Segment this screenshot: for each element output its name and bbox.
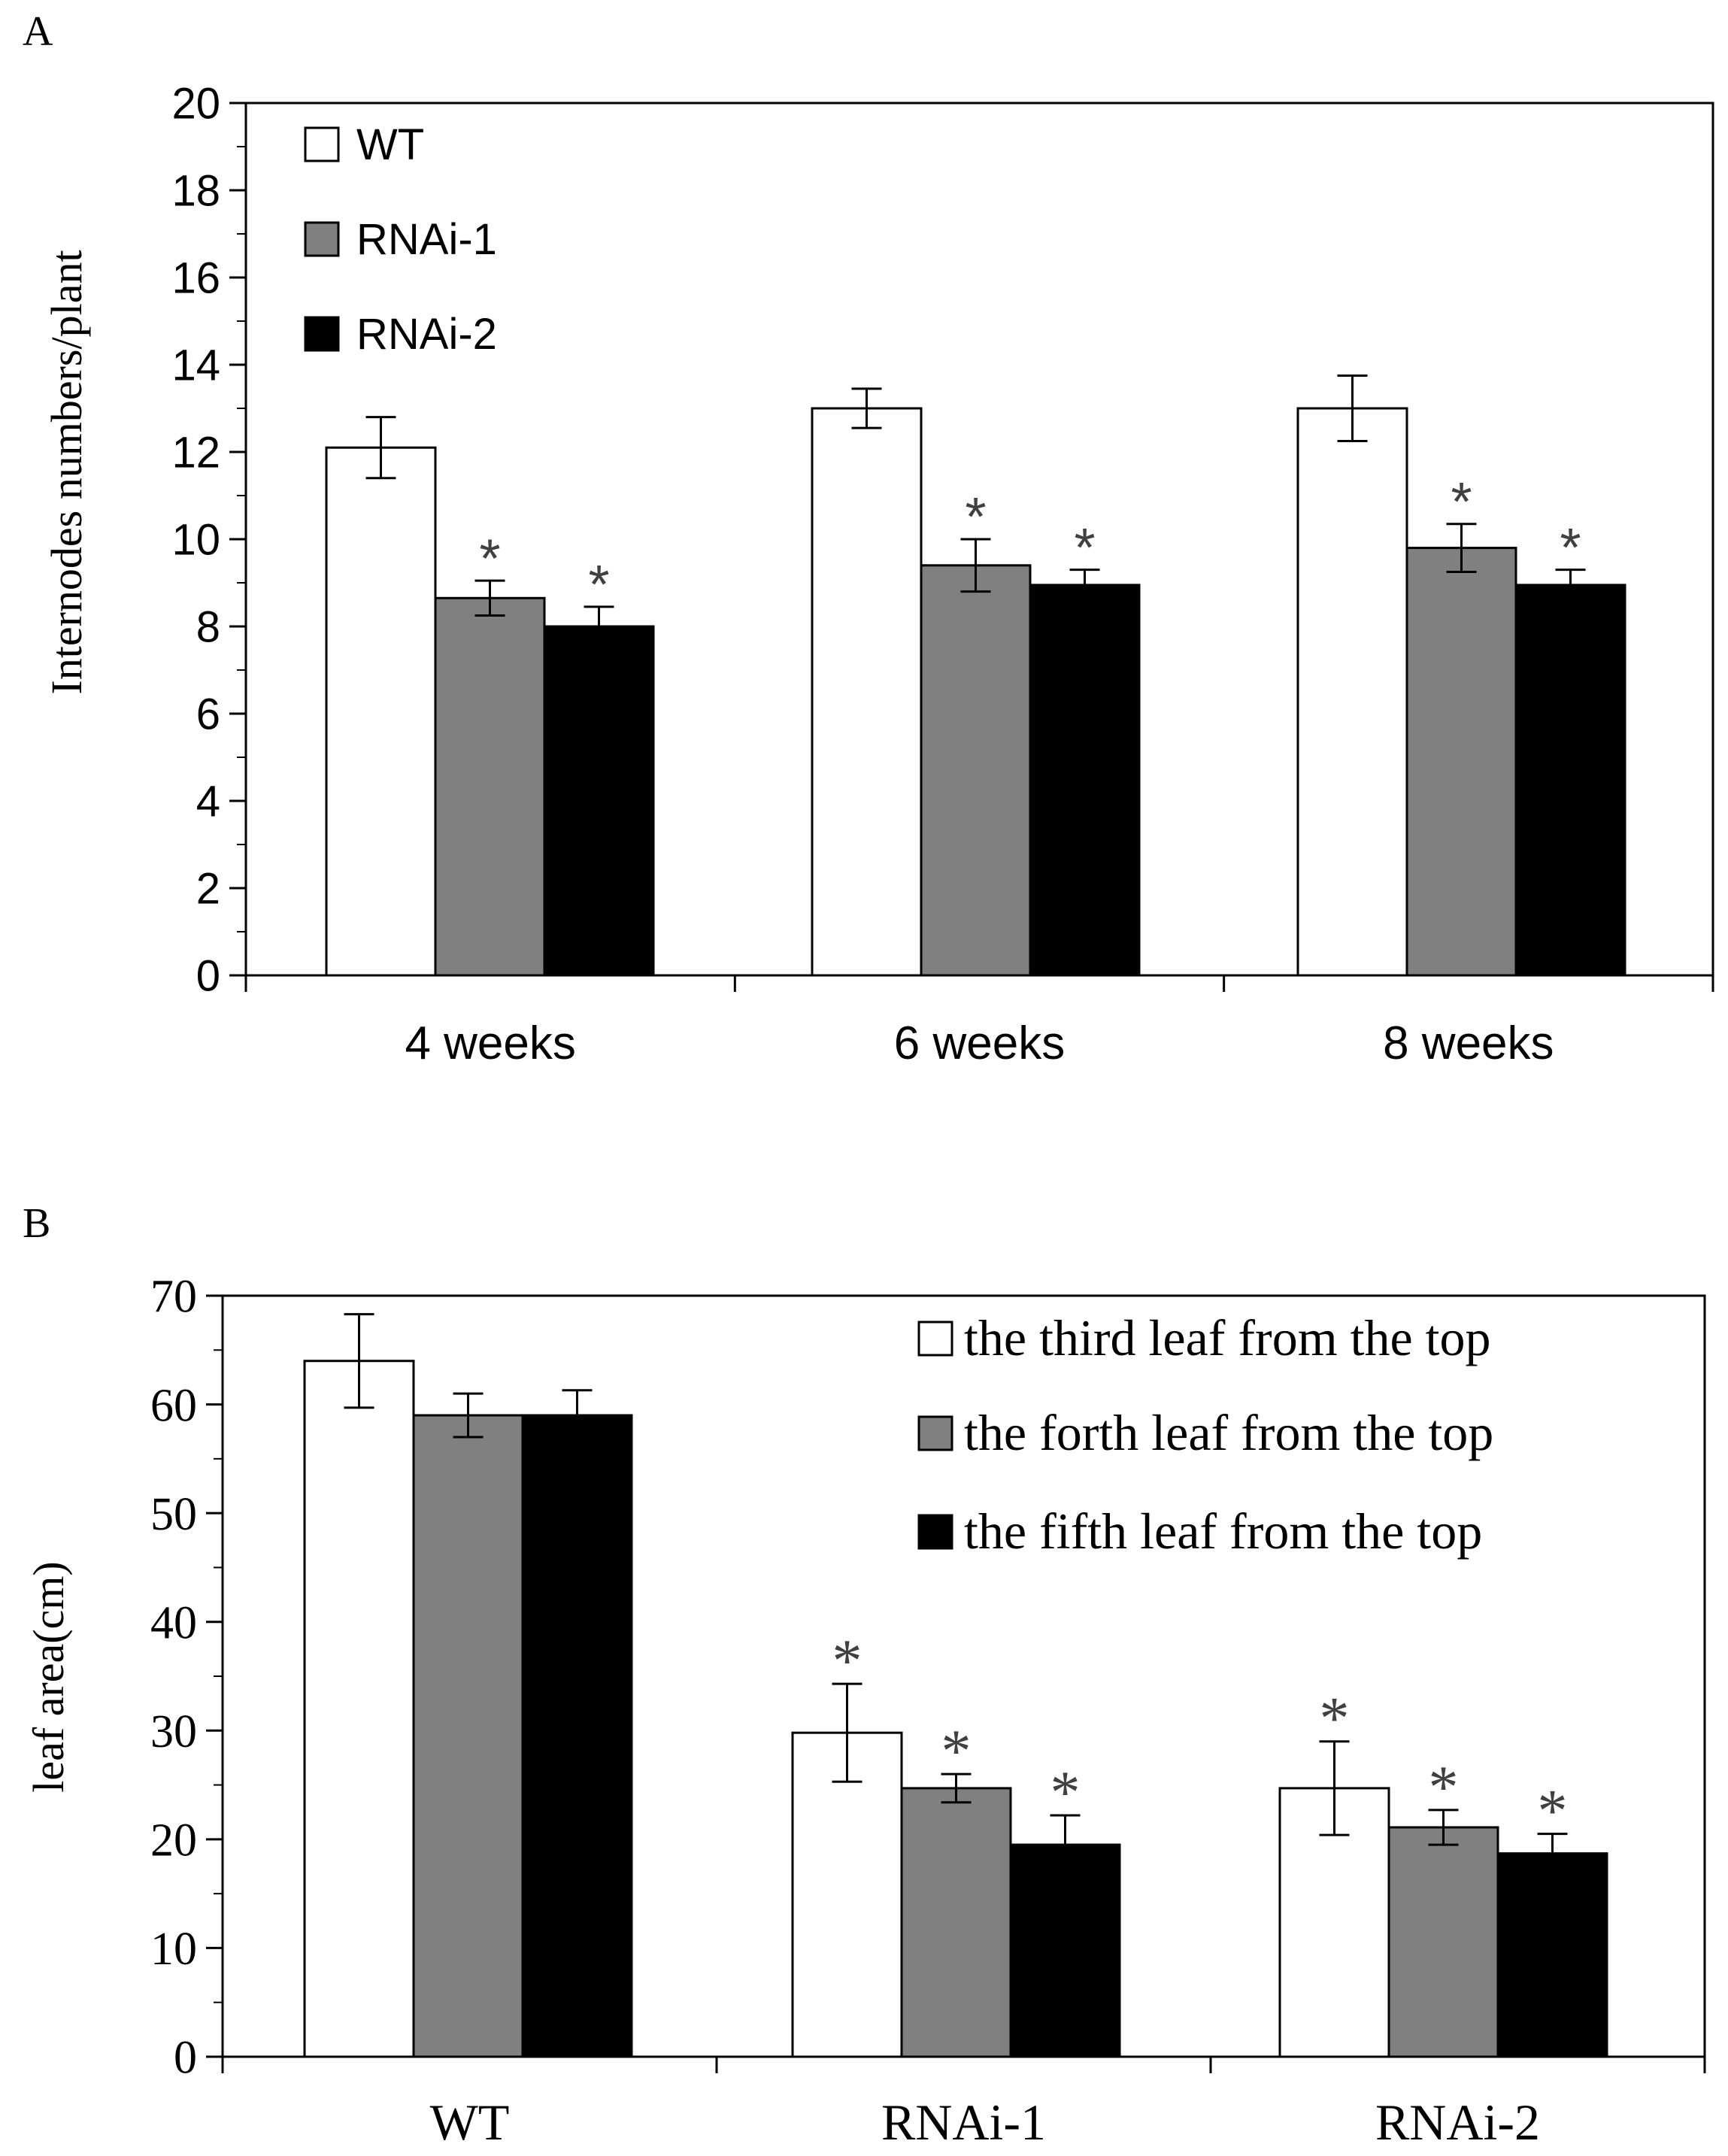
panel-b-y-axis: 0 10 20 30 40 50 60 70 <box>150 1272 223 2084</box>
legend-label: the third leaf from the top <box>964 1309 1491 1366</box>
significance-star: * <box>1451 472 1472 532</box>
y-tick-label: 8 <box>196 602 220 651</box>
significance-star: * <box>1538 1778 1568 1845</box>
panel-a-label: A <box>23 8 53 55</box>
panel-a-y-axis-title: Internodes numbers/plant <box>42 250 91 694</box>
legend-label: RNAi-1 <box>356 215 497 264</box>
y-tick-label: 6 <box>196 690 220 738</box>
bar <box>1296 407 1408 977</box>
significance-star: * <box>965 487 986 547</box>
significance-star: * <box>588 555 609 615</box>
y-tick-label: 30 <box>150 1706 197 1757</box>
significance-star: * <box>479 529 500 589</box>
panel-a-bars: * * * * * * <box>325 374 1626 977</box>
bar <box>1514 584 1626 977</box>
legend-label: the forth leaf from the top <box>964 1404 1493 1461</box>
significance-star: * <box>1074 518 1095 578</box>
y-tick-label: 4 <box>196 777 220 826</box>
bar <box>920 564 1032 977</box>
legend-swatch <box>304 126 340 162</box>
y-tick-label: 50 <box>150 1489 197 1540</box>
bar <box>791 1731 903 2058</box>
panel-b-y-axis-title: leaf area(cm) <box>24 1561 73 1792</box>
panel-b-x-axis: WT RNAi-1 RNAi-2 <box>221 2057 1706 2151</box>
y-tick-label: 70 <box>150 1272 197 1323</box>
bar <box>811 407 923 977</box>
significance-star: * <box>832 1628 862 1694</box>
bar <box>1029 584 1141 977</box>
x-category-label: 8 weeks <box>1383 1017 1554 1069</box>
y-tick-label: 0 <box>174 2033 197 2084</box>
y-tick-label: 10 <box>171 515 220 564</box>
panel-b-bars: * * * * * * <box>303 1313 1608 2058</box>
legend-label: WT <box>356 120 424 169</box>
bar <box>325 446 437 977</box>
significance-star: * <box>1320 1686 1350 1752</box>
panel-b-label: B <box>23 1200 50 1247</box>
bar <box>1387 1826 1499 2058</box>
y-tick-label: 16 <box>171 253 220 302</box>
y-tick-label: 14 <box>171 341 220 390</box>
bar <box>1496 1852 1608 2058</box>
x-category-label: RNAi-1 <box>881 2094 1046 2151</box>
legend-swatch <box>304 316 340 352</box>
panel-a-legend: WT RNAi-1 RNAi-2 <box>304 120 497 359</box>
legend-swatch <box>917 1514 953 1550</box>
x-category-label: 6 weeks <box>894 1017 1065 1069</box>
y-tick-label: 20 <box>171 79 220 128</box>
significance-star: * <box>1050 1760 1081 1826</box>
panel-a-x-axis: 4 weeks 6 weeks 8 weeks <box>244 975 1714 1069</box>
legend-label: the fifth leaf from the top <box>964 1503 1482 1560</box>
bar <box>1009 1843 1121 2058</box>
legend-swatch <box>304 221 340 257</box>
bar <box>521 1414 633 2058</box>
y-tick-label: 2 <box>196 864 220 913</box>
panel-b: B 0 10 20 30 40 50 60 70 WT RNAi-1 RNAi-2 * * * * * * … <box>23 1200 1706 2151</box>
x-category-label: WT <box>430 2094 510 2151</box>
significance-star: * <box>941 1718 972 1785</box>
x-category-label: 4 weeks <box>405 1017 575 1069</box>
legend-swatch <box>917 1321 953 1357</box>
y-tick-label: 10 <box>150 1924 197 1975</box>
significance-star: * <box>1429 1754 1459 1821</box>
bar <box>412 1414 524 2058</box>
bar <box>900 1787 1012 2058</box>
y-tick-label: 60 <box>150 1380 197 1431</box>
y-tick-label: 40 <box>150 1597 197 1648</box>
significance-star: * <box>1560 518 1581 578</box>
y-tick-label: 0 <box>196 951 220 1000</box>
y-tick-label: 20 <box>150 1815 197 1866</box>
bar <box>303 1360 415 2058</box>
y-tick-label: 18 <box>171 166 220 215</box>
bar <box>543 625 655 977</box>
panel-b-legend: the third leaf from the top the forth lea… <box>917 1309 1493 1560</box>
panel-a-y-axis: 0 2 4 6 8 10 12 14 16 18 20 <box>171 79 246 1000</box>
bar <box>1405 547 1517 977</box>
panel-a: A 0 2 4 6 8 10 12 14 16 18 20 4 weeks 6 weeks 8 week… <box>23 8 1714 1069</box>
legend-label: RNAi-2 <box>356 310 497 359</box>
legend-swatch <box>917 1415 953 1451</box>
bar <box>434 596 546 977</box>
y-tick-label: 12 <box>171 428 220 477</box>
x-category-label: RNAi-2 <box>1375 2094 1540 2151</box>
